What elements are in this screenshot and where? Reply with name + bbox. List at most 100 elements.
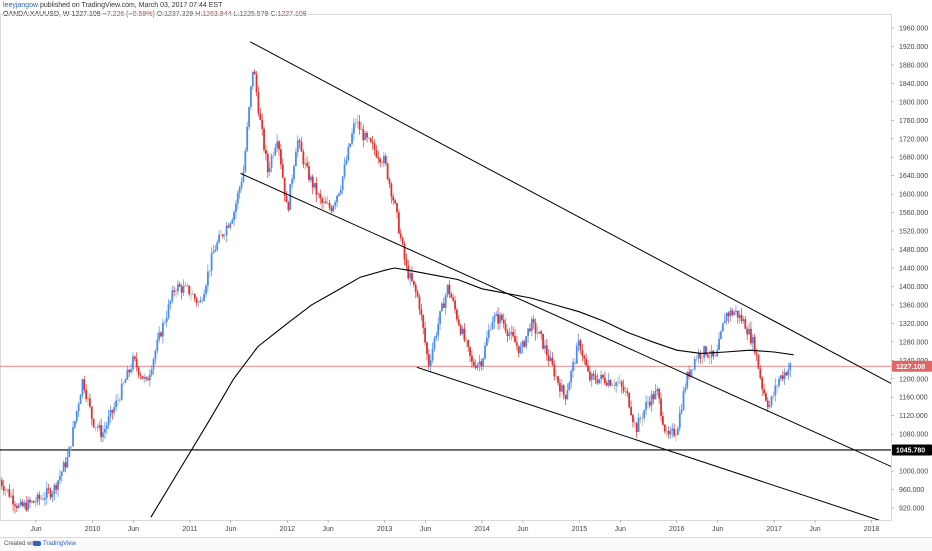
candle-body <box>472 361 475 367</box>
candle-body <box>429 360 432 366</box>
created-with-text: Created with <box>4 541 38 547</box>
candle-body <box>173 290 176 292</box>
candle-body <box>684 387 687 392</box>
candle-body <box>755 352 758 355</box>
candle-body <box>103 428 106 433</box>
candle-body <box>789 363 792 370</box>
candle-body <box>315 183 318 195</box>
candle-body <box>270 155 273 168</box>
candle-body <box>105 425 108 429</box>
candle-body <box>656 388 659 392</box>
candle-body <box>426 342 428 355</box>
candle-body <box>748 328 750 335</box>
candle-body <box>135 358 138 368</box>
candle-body <box>456 309 458 320</box>
candle-body <box>94 426 97 428</box>
candle-body <box>596 380 599 384</box>
candle-body <box>150 369 153 375</box>
candle-body <box>630 406 632 416</box>
candle-body <box>30 500 33 503</box>
candle-body <box>15 506 18 509</box>
candle-body <box>452 297 455 301</box>
candle-body <box>248 107 250 127</box>
candle-body <box>407 265 410 279</box>
candle-body <box>40 498 43 500</box>
candle-body <box>454 300 456 310</box>
candle-body <box>334 202 337 206</box>
candle-body <box>216 242 219 250</box>
candle-body <box>688 372 691 377</box>
x-axis-tick-label: 2017 <box>766 526 782 533</box>
candle-body <box>339 189 342 194</box>
candle-body <box>2 486 5 491</box>
candle-body <box>714 355 717 357</box>
candle-body <box>19 501 22 505</box>
candle-body <box>210 253 213 271</box>
candle-body <box>645 402 647 411</box>
candle-body <box>306 163 309 167</box>
candle-body <box>347 146 350 161</box>
candle-body <box>474 366 477 369</box>
candle-body <box>723 321 726 324</box>
candle-body <box>133 356 136 359</box>
candle-body <box>540 331 543 334</box>
candle-body <box>296 140 299 153</box>
tradingview-brand[interactable]: TradingView <box>43 541 77 547</box>
candle-body <box>643 410 646 418</box>
candle-body <box>628 392 631 407</box>
x-axis-tick-label: Jun <box>809 526 820 533</box>
candle-body <box>690 369 692 377</box>
candle-body <box>585 358 588 366</box>
candle-body <box>12 495 15 505</box>
publish-info: leeyjangow published on TradingView.com,… <box>3 1 307 10</box>
y-axis-tick-label: 1920.000 <box>899 44 928 51</box>
candle-body <box>356 121 359 123</box>
candle-body <box>266 154 269 173</box>
candle-body <box>515 342 518 346</box>
candle-body <box>716 349 719 357</box>
candle-body <box>115 400 118 407</box>
candle-body <box>143 377 146 379</box>
candle-body <box>319 193 322 199</box>
candle-body <box>495 314 498 316</box>
candle-body <box>437 323 440 336</box>
candle-body <box>195 298 198 303</box>
candle-body <box>669 430 672 435</box>
candle-body <box>725 312 728 322</box>
candle-body <box>92 418 95 427</box>
candle-body <box>409 273 412 279</box>
candle-body <box>25 502 28 511</box>
candle-body <box>379 158 382 163</box>
candle-body <box>658 388 661 399</box>
candle-body <box>360 129 363 131</box>
candle-body <box>465 340 468 341</box>
candle-body <box>547 355 550 361</box>
candle-body <box>341 176 344 190</box>
candle-body <box>263 128 265 150</box>
candle-body <box>369 138 372 142</box>
y-axis-tick-label: 1200.000 <box>899 376 928 383</box>
price-chart[interactable]: 1960.000 1920.000 1880.000 1840.000 1800.000… <box>0 0 932 537</box>
candle-body <box>23 502 26 507</box>
candle-body <box>175 291 177 293</box>
candle-body <box>617 382 619 383</box>
candle-body <box>542 333 544 349</box>
y-axis-tick-label: 1960.000 <box>899 26 928 33</box>
candle-body <box>208 270 211 272</box>
candle-body <box>667 431 670 435</box>
candle-body <box>279 149 282 165</box>
candle-body <box>691 369 694 371</box>
candle-body <box>126 370 129 380</box>
candle-body <box>482 358 485 367</box>
publisher-name[interactable]: leeyjangow <box>3 2 39 9</box>
candle-body <box>240 181 243 188</box>
y-axis-tick-label: 1120.000 <box>899 413 928 420</box>
last-price-price-label: 1227.108 <box>896 364 925 371</box>
candle-body <box>309 176 312 180</box>
candle-body <box>624 391 627 392</box>
candle-body <box>304 163 307 165</box>
candle-body <box>244 150 247 172</box>
y-axis-tick-label: 1080.000 <box>899 432 928 439</box>
candle-body <box>358 121 361 130</box>
candle-body <box>620 381 623 387</box>
